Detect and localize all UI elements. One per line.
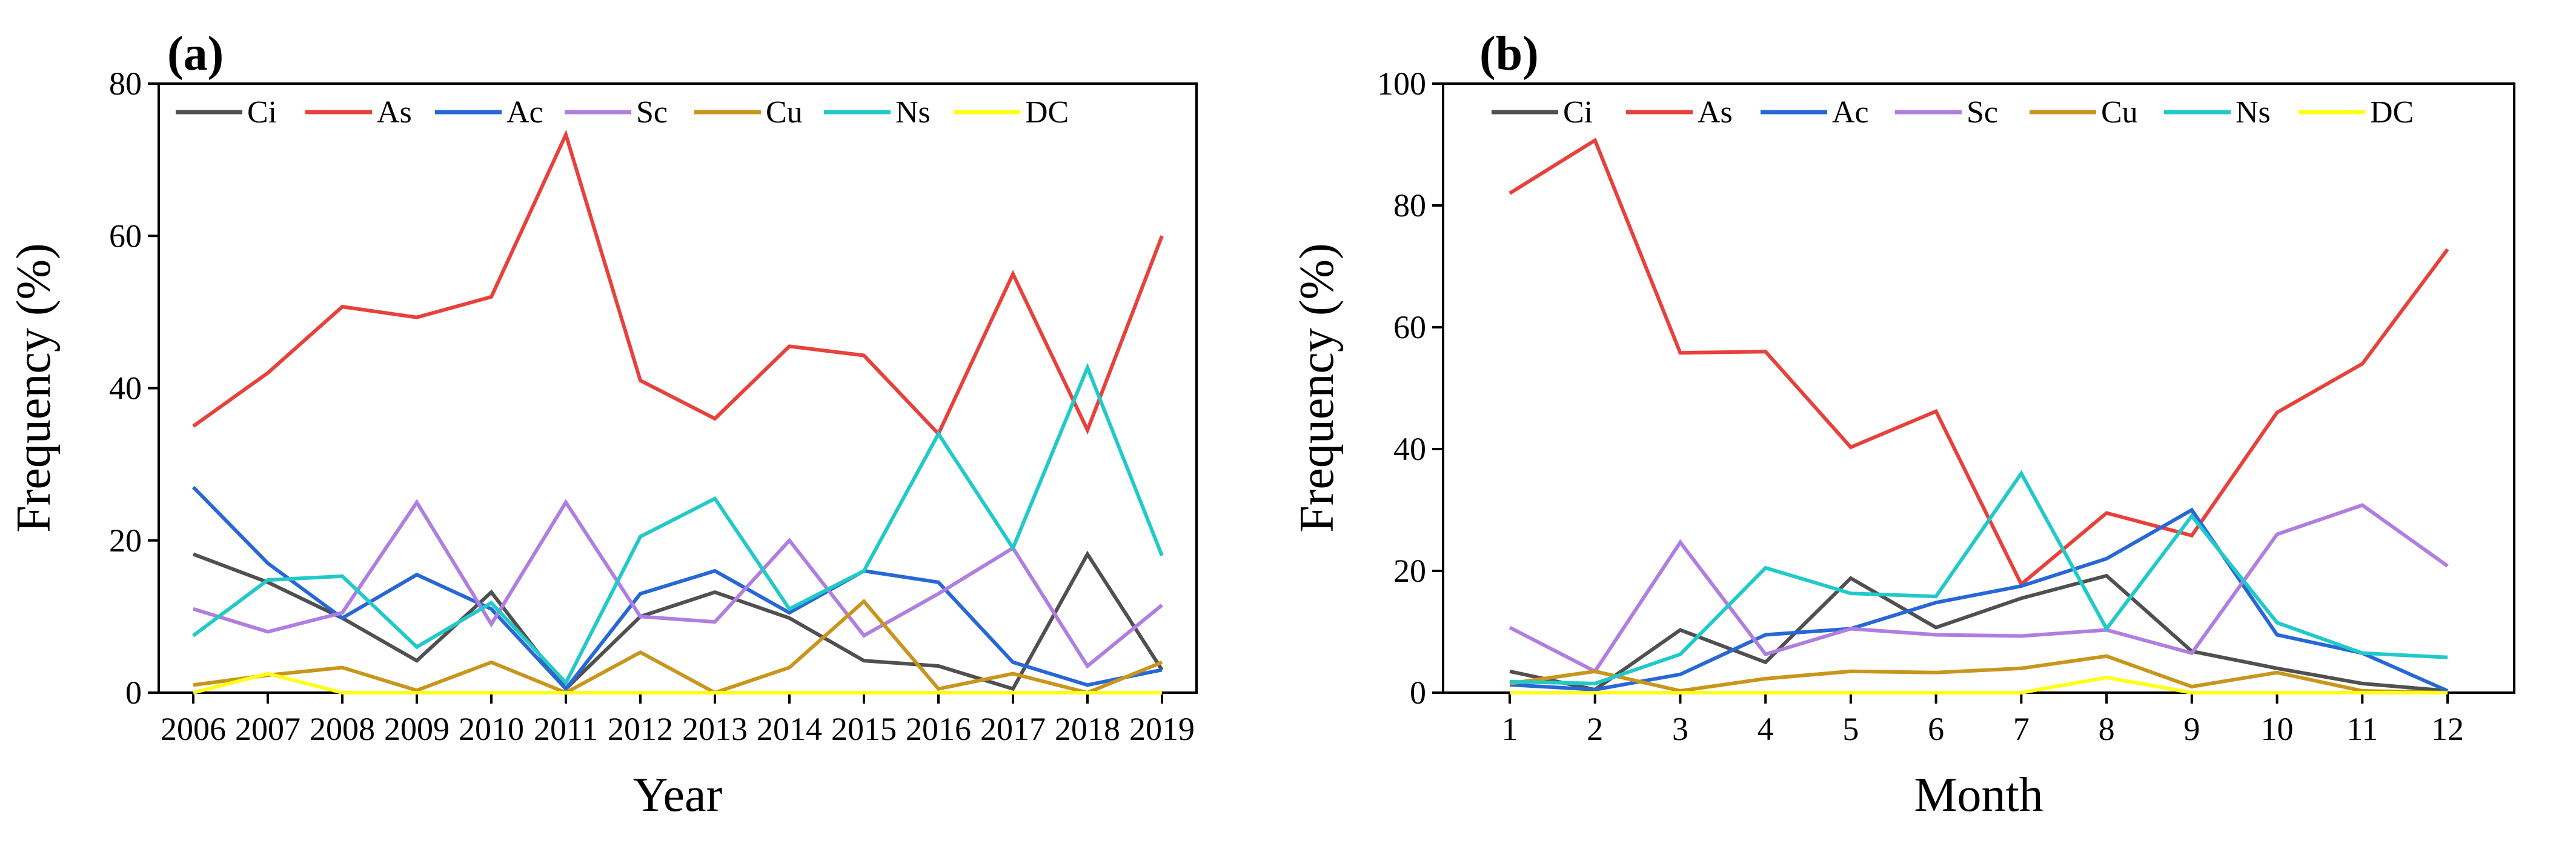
x-tick-label: 10 bbox=[2261, 711, 2294, 747]
legend: Ci As Ac Sc Cu Ns DC bbox=[176, 95, 1069, 130]
series-line-dc bbox=[1510, 675, 2448, 694]
series-line-sc bbox=[1509, 503, 2449, 674]
x-tick-label: 2016 bbox=[906, 711, 971, 747]
y-tick-label: 60 bbox=[109, 218, 142, 254]
panel-label: (a) bbox=[167, 27, 224, 81]
x-tick-label: 2013 bbox=[682, 711, 748, 747]
series-line-ac bbox=[191, 485, 1163, 692]
x-tick-label: 2017 bbox=[980, 711, 1046, 747]
y-tick-label: 40 bbox=[109, 370, 142, 407]
x-tick-label: 2011 bbox=[534, 711, 598, 747]
legend-label-sc: Sc bbox=[1967, 95, 1998, 130]
x-tick-label: 2007 bbox=[235, 711, 300, 747]
legend-label-ac: Ac bbox=[1832, 95, 1869, 130]
x-tick-label: 2019 bbox=[1129, 711, 1195, 747]
x-tick-label: 4 bbox=[1758, 711, 1774, 747]
x-axis-label: Month bbox=[1914, 768, 2043, 822]
legend-label-cu: Cu bbox=[766, 95, 803, 130]
plot-frame bbox=[1442, 82, 2515, 694]
x-tick-label: 7 bbox=[2013, 711, 2030, 747]
y-axis-label: Frequency (%) bbox=[7, 243, 61, 533]
series-line-cu bbox=[1509, 654, 2448, 694]
y-tick-label: 20 bbox=[109, 522, 142, 559]
legend-label-dc: DC bbox=[2370, 95, 2414, 130]
series-line-ns bbox=[192, 362, 1164, 686]
panel-label: (b) bbox=[1479, 27, 1539, 81]
series-line-cu bbox=[193, 599, 1163, 695]
x-tick-label: 2014 bbox=[757, 711, 822, 747]
x-tick-label: 9 bbox=[2183, 711, 2200, 747]
y-tick-label: 80 bbox=[1393, 187, 1426, 224]
legend-label-cu: Cu bbox=[2101, 95, 2138, 130]
x-tick-label: 2012 bbox=[608, 711, 673, 747]
x-tick-label: 12 bbox=[2431, 711, 2464, 747]
x-tick-label: 2009 bbox=[384, 711, 450, 747]
y-axis-label: Frequency (%) bbox=[1290, 243, 1344, 533]
series-line-dc bbox=[193, 671, 1162, 694]
y-tick-label: 80 bbox=[109, 65, 142, 102]
x-axis-label: Year bbox=[633, 768, 722, 822]
legend-label-ci: Ci bbox=[247, 95, 277, 130]
legend-label-sc: Sc bbox=[636, 95, 668, 130]
y-tick-label: 40 bbox=[1393, 431, 1426, 467]
x-tick-label: 3 bbox=[1672, 711, 1688, 747]
series-line-ns bbox=[1509, 470, 2448, 685]
x-tick-label: 2 bbox=[1587, 711, 1603, 747]
legend-label-ci: Ci bbox=[1563, 95, 1593, 130]
series-line-sc bbox=[193, 499, 1163, 669]
x-tick-label: 2010 bbox=[459, 711, 524, 747]
y-tick-label: 20 bbox=[1393, 553, 1426, 589]
legend-label-ac: Ac bbox=[506, 95, 543, 130]
x-tick-label: 2008 bbox=[310, 711, 375, 747]
series-line-ci bbox=[1509, 573, 2448, 693]
x-tick-label: 6 bbox=[1928, 711, 1944, 747]
series-line-ci bbox=[192, 550, 1164, 692]
plot-frame bbox=[158, 82, 1198, 694]
x-tick-label: 2006 bbox=[161, 711, 226, 747]
legend-label-as: As bbox=[377, 95, 412, 130]
y-tick-label: 0 bbox=[1410, 674, 1426, 711]
y-tick-label: 0 bbox=[125, 674, 142, 711]
legend-label-ns: Ns bbox=[895, 95, 931, 130]
series-line-ac bbox=[1509, 507, 2449, 693]
legend-label-dc: DC bbox=[1025, 95, 1069, 130]
series-line-as bbox=[1509, 138, 2449, 587]
legend-label-as: As bbox=[1698, 95, 1733, 130]
series-line-as bbox=[192, 129, 1164, 438]
legend-label-ns: Ns bbox=[2236, 95, 2271, 130]
x-tick-label: 2015 bbox=[831, 711, 897, 747]
y-tick-label: 60 bbox=[1393, 309, 1426, 345]
x-tick-label: 8 bbox=[2099, 711, 2115, 747]
x-tick-label: 5 bbox=[1842, 711, 1859, 747]
x-tick-label: 11 bbox=[2346, 711, 2378, 747]
x-tick-label: 1 bbox=[1502, 711, 1518, 747]
y-tick-label: 100 bbox=[1377, 65, 1426, 102]
x-tick-label: 2018 bbox=[1055, 711, 1120, 747]
legend: Ci As Ac Sc Cu Ns DC bbox=[1492, 95, 2414, 130]
